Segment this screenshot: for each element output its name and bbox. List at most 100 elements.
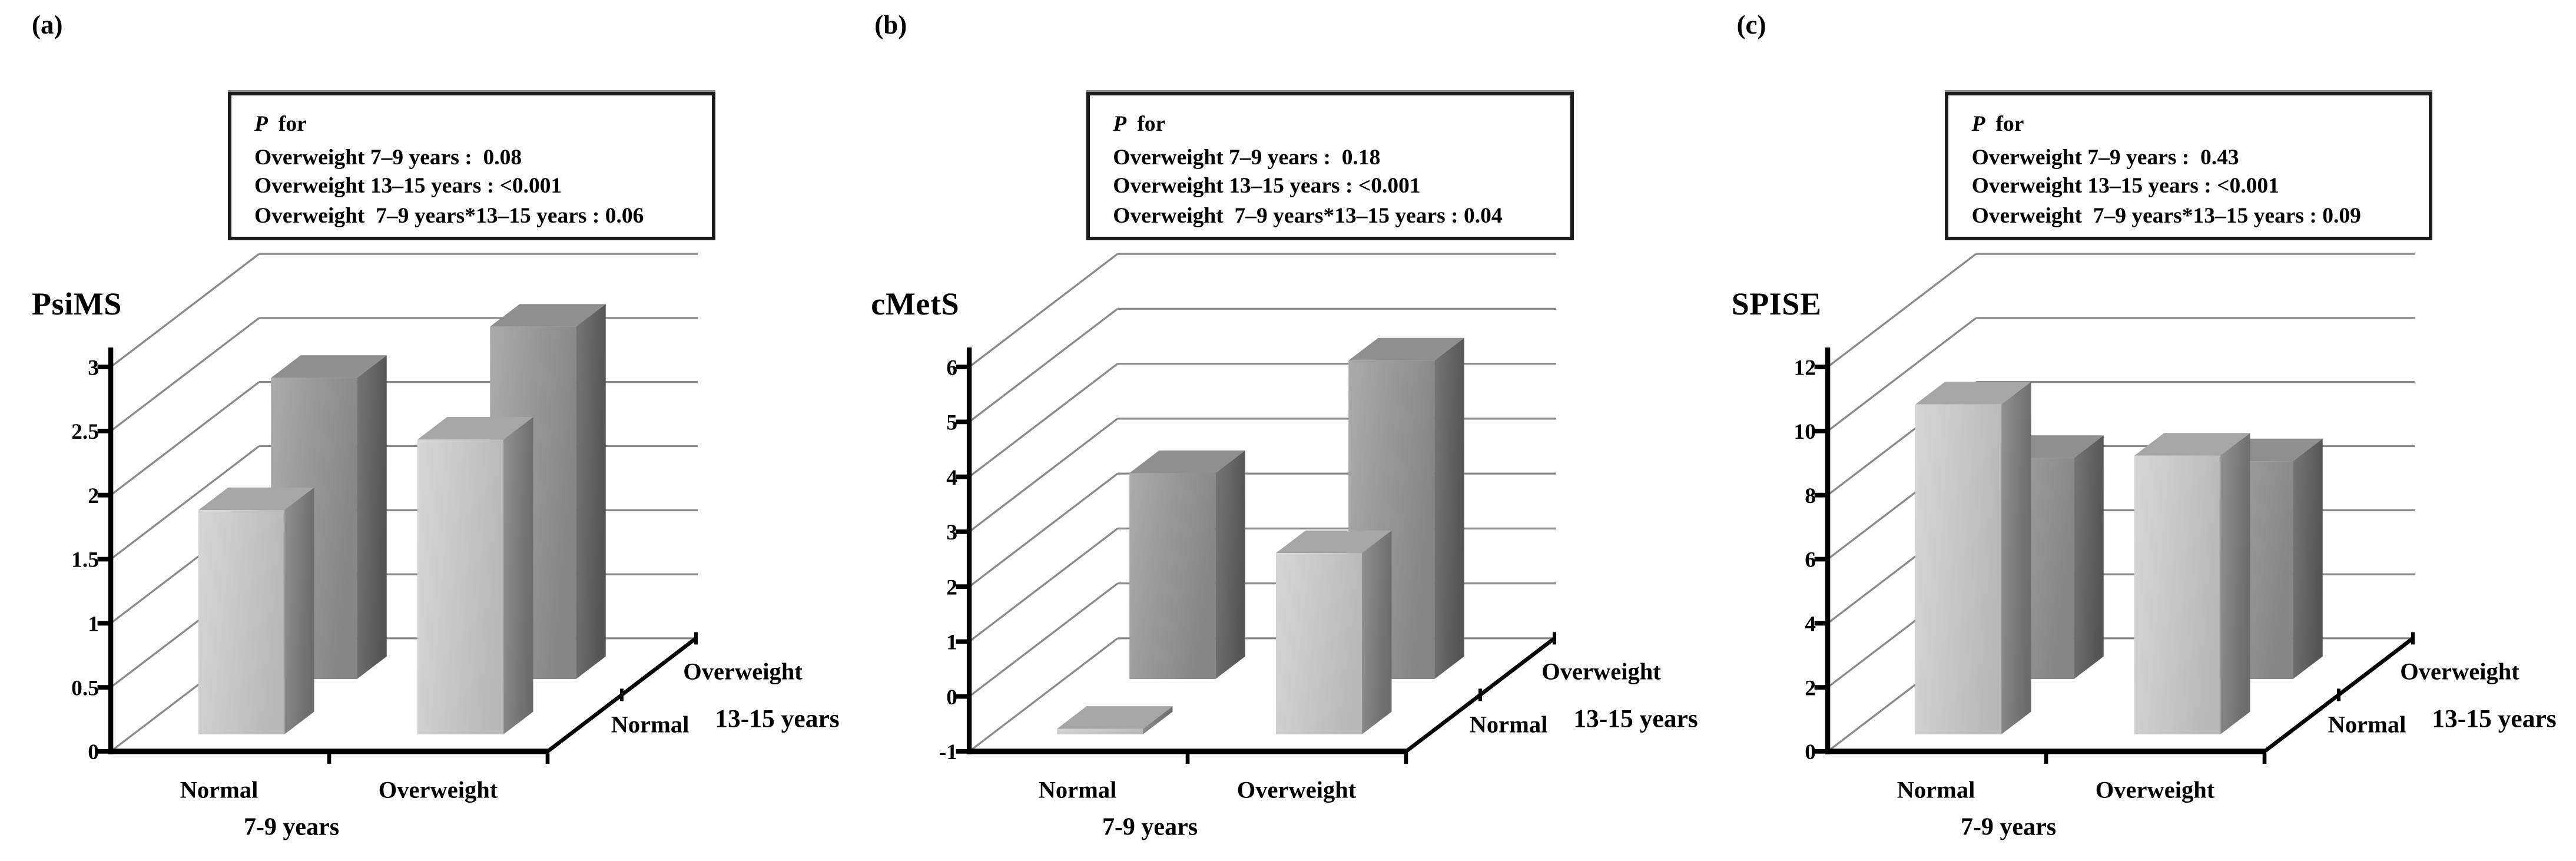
value-tick-label: 0 [88, 740, 99, 764]
value-tick-label: 2 [88, 484, 99, 508]
gridline-diagonal [969, 253, 1119, 368]
pvalue-line: Overweight 7–9 years*13–15 years : 0.04 [1113, 203, 1503, 228]
category-label: Normal [180, 777, 258, 803]
depth-back-label: Overweight [683, 658, 803, 685]
value-tick-label: 1 [947, 631, 958, 655]
pvalue-line: Overweight 13–15 years : <0.001 [1113, 173, 1421, 198]
bar-front-face [417, 439, 504, 734]
group-axis-label: 7-9 years [1102, 814, 1198, 841]
bar-top-face [1057, 706, 1173, 729]
value-tick-label: 2.5 [71, 420, 99, 444]
value-tick-label: 1 [88, 612, 99, 637]
p-symbol: P [1113, 111, 1127, 136]
value-tick-label: 1.5 [71, 548, 99, 572]
pvalue-line: Overweight 7–9 years : 0.43 [1971, 144, 2239, 170]
value-tick-label: -1 [939, 740, 957, 764]
value-tick-label: 2 [1805, 676, 1816, 700]
value-tick-label: 5 [947, 411, 958, 435]
value-tick-label: 0.5 [71, 676, 99, 700]
bar-top-face [1129, 450, 1246, 473]
bar-side-face [1362, 530, 1392, 734]
value-tick-label: 12 [1794, 356, 1816, 380]
panel-letter: (a) [32, 12, 63, 41]
bar-top-face [198, 487, 314, 511]
value-tick-label: 4 [947, 466, 958, 490]
bar-top-face [1348, 337, 1465, 361]
bar-side-face [2293, 438, 2323, 680]
gridline-diagonal [969, 418, 1119, 533]
pvalue-line: Overweight 7–9 years*13–15 years : 0.09 [1971, 203, 2361, 228]
value-axis-title: cMetS [871, 286, 960, 322]
bar-top-face [2134, 433, 2251, 456]
gridline-diagonal [969, 472, 1119, 588]
gridline-diagonal [969, 582, 1119, 697]
bar-top-face [490, 304, 606, 327]
bar-top-face [417, 417, 533, 440]
category-label: Normal [1897, 777, 1975, 803]
gridline-diagonal [1827, 317, 1977, 432]
gridline-diagonal [969, 308, 1119, 423]
pvalue-line: Overweight 7–9 years : 0.08 [254, 144, 522, 170]
chart-3d-bar: -1 0 1 2 3 4 5 6 Normal Overweight 7-9 years Normal… [939, 253, 1698, 841]
value-tick-label: 0 [1805, 740, 1816, 764]
p-for-label: for [278, 111, 307, 136]
bar-side-face [2220, 433, 2251, 734]
gridline-diagonal [969, 363, 1119, 478]
value-tick-label: 10 [1794, 420, 1816, 444]
group-axis-label: 7-9 years [1961, 814, 2057, 841]
value-tick-label: 0 [947, 686, 958, 710]
gridline-diagonal [110, 381, 260, 496]
value-tick-label: 4 [1805, 612, 1816, 637]
p-for-label: for [1995, 111, 2024, 136]
category-label: Overweight [379, 777, 498, 803]
gridline-diagonal [110, 317, 260, 432]
bar-front-face [1915, 404, 2002, 734]
depth-back-label: Overweight [2401, 658, 2520, 685]
bar-side-face [284, 487, 314, 734]
chart-3d-bar: 0 0.5 1 1.5 2 2.5 3 Normal Overweight 7-9 years No… [71, 253, 840, 841]
chart-3d-bar: 0 2 4 6 8 10 12 Normal Overweight 7-9 years Normal… [1794, 253, 2557, 841]
panel-letter: (c) [1736, 12, 1766, 41]
value-tick-label: 3 [88, 356, 99, 380]
bar-side-face [2001, 382, 2032, 734]
bar-top-face [271, 355, 387, 378]
pvalue-line: Overweight 13–15 years : <0.001 [1971, 173, 2279, 198]
bar-top-face [1915, 382, 2032, 405]
depth-front-label: Normal [1470, 711, 1548, 738]
bar-front-face [1057, 728, 1143, 734]
category-label: Normal [1039, 777, 1117, 803]
category-label: Overweight [2096, 777, 2215, 803]
depth-back-label: Overweight [1542, 658, 1662, 685]
value-tick-label: 2 [947, 575, 958, 600]
panel-letter: (b) [874, 12, 907, 41]
value-tick-label: 8 [1805, 484, 1816, 508]
pvalue-line: Overweight 7–9 years*13–15 years : 0.06 [254, 203, 644, 228]
value-axis-title: PsiMS [32, 286, 122, 322]
bar-side-face [2074, 435, 2104, 680]
category-label: Overweight [1237, 777, 1357, 803]
pvalue-line: Overweight 13–15 years : <0.001 [254, 173, 562, 198]
bar-front-face [1129, 473, 1216, 680]
depth-front-label: Normal [611, 711, 689, 738]
value-axis-title: SPISE [1731, 286, 1822, 322]
p-for-label: for [1137, 111, 1166, 136]
gridline-diagonal [969, 637, 1119, 753]
gridline-diagonal [110, 253, 260, 368]
gridline-diagonal [110, 445, 260, 560]
bar-side-face [576, 304, 606, 680]
bar-top-face [1276, 530, 1392, 554]
value-tick-label: 3 [947, 521, 958, 545]
bar-side-face [1434, 337, 1465, 680]
bar-front-face [2134, 455, 2221, 734]
bar-front-face [198, 510, 285, 734]
bar-front-face [1276, 553, 1362, 734]
bar-side-face [1143, 706, 1173, 734]
depth-front-label: Normal [2328, 711, 2406, 738]
